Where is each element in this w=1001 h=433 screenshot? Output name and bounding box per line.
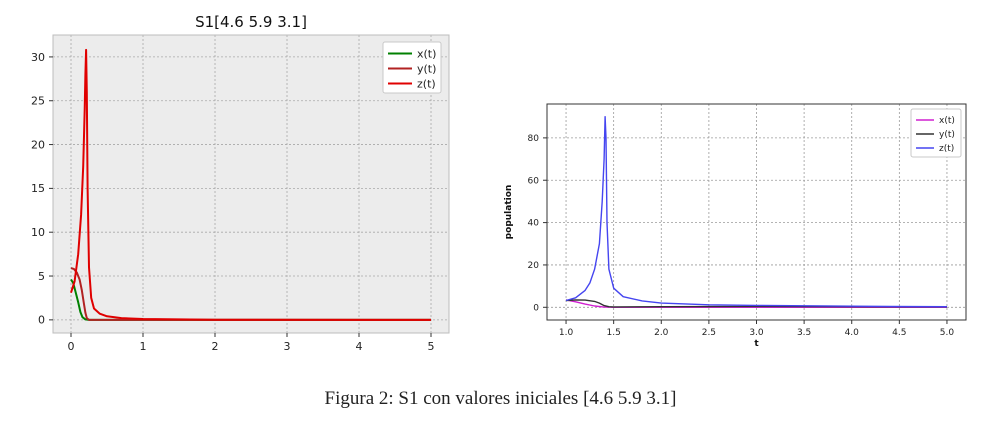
series-line-z(t) bbox=[70, 48, 432, 321]
legend-label: z(t) bbox=[417, 77, 436, 90]
x-tick-label: 3.5 bbox=[797, 328, 811, 338]
x-tick-label: 1.5 bbox=[606, 328, 620, 338]
chart-right: 1.0 1.5 2.0 2.5 3.0 3.5 4.0 4.5 5.0 0 20 40 60 80 t pop… bbox=[504, 103, 967, 349]
x-tick-label: 3 bbox=[284, 340, 291, 350]
x-tick-label: 1.0 bbox=[559, 328, 574, 338]
figure-caption: Figura 2: S1 con valores iniciales [4.6 … bbox=[324, 388, 677, 409]
y-tick-label: 0 bbox=[533, 303, 539, 313]
x-tick-label: 1 bbox=[140, 340, 147, 350]
x-tick-label: 2.0 bbox=[654, 328, 669, 338]
y-tick-label: 80 bbox=[528, 134, 540, 144]
y-tick-label: 0 bbox=[38, 314, 45, 327]
y-tick-label: 20 bbox=[528, 261, 540, 271]
legend-label: x(t) bbox=[417, 47, 436, 60]
series-line-z(t) bbox=[565, 116, 948, 308]
plot-frame bbox=[52, 34, 450, 334]
x-tick-label: 5 bbox=[428, 340, 435, 350]
legend-label: y(t) bbox=[417, 62, 436, 75]
x-tick-label: 2 bbox=[212, 340, 219, 350]
chart-left: 0 1 2 3 4 5 0 5 10 15 20 25 30 S1[4.6 5.9 3.1] x(t) y(t… bbox=[31, 13, 450, 350]
y-tick-label: 5 bbox=[38, 270, 45, 283]
x-axis-label: t bbox=[754, 339, 759, 349]
y-tick-label: 20 bbox=[31, 138, 45, 151]
x-tick-label: 5.0 bbox=[940, 328, 955, 338]
x-tick-label: 3.0 bbox=[749, 328, 764, 338]
y-tick-label: 25 bbox=[31, 95, 45, 108]
x-tick-label: 4.5 bbox=[892, 328, 906, 338]
y-tick-label: 10 bbox=[31, 226, 45, 239]
x-tick-label: 2.5 bbox=[702, 328, 716, 338]
legend-label: z(t) bbox=[939, 144, 954, 154]
legend-label: y(t) bbox=[939, 130, 955, 140]
y-tick-label: 30 bbox=[31, 51, 45, 64]
x-tick-label: 4 bbox=[356, 340, 363, 350]
y-axis-label: population bbox=[504, 185, 514, 240]
y-tick-label: 40 bbox=[528, 219, 540, 229]
x-tick-label: 0 bbox=[68, 340, 75, 350]
legend-box bbox=[910, 108, 962, 158]
y-tick-label: 15 bbox=[31, 182, 45, 195]
legend-label: x(t) bbox=[939, 116, 955, 126]
x-tick-label: 4.0 bbox=[845, 328, 860, 338]
chart-title: S1[4.6 5.9 3.1] bbox=[195, 13, 307, 31]
y-tick-label: 60 bbox=[528, 176, 540, 186]
series-line-y(t) bbox=[565, 299, 948, 308]
